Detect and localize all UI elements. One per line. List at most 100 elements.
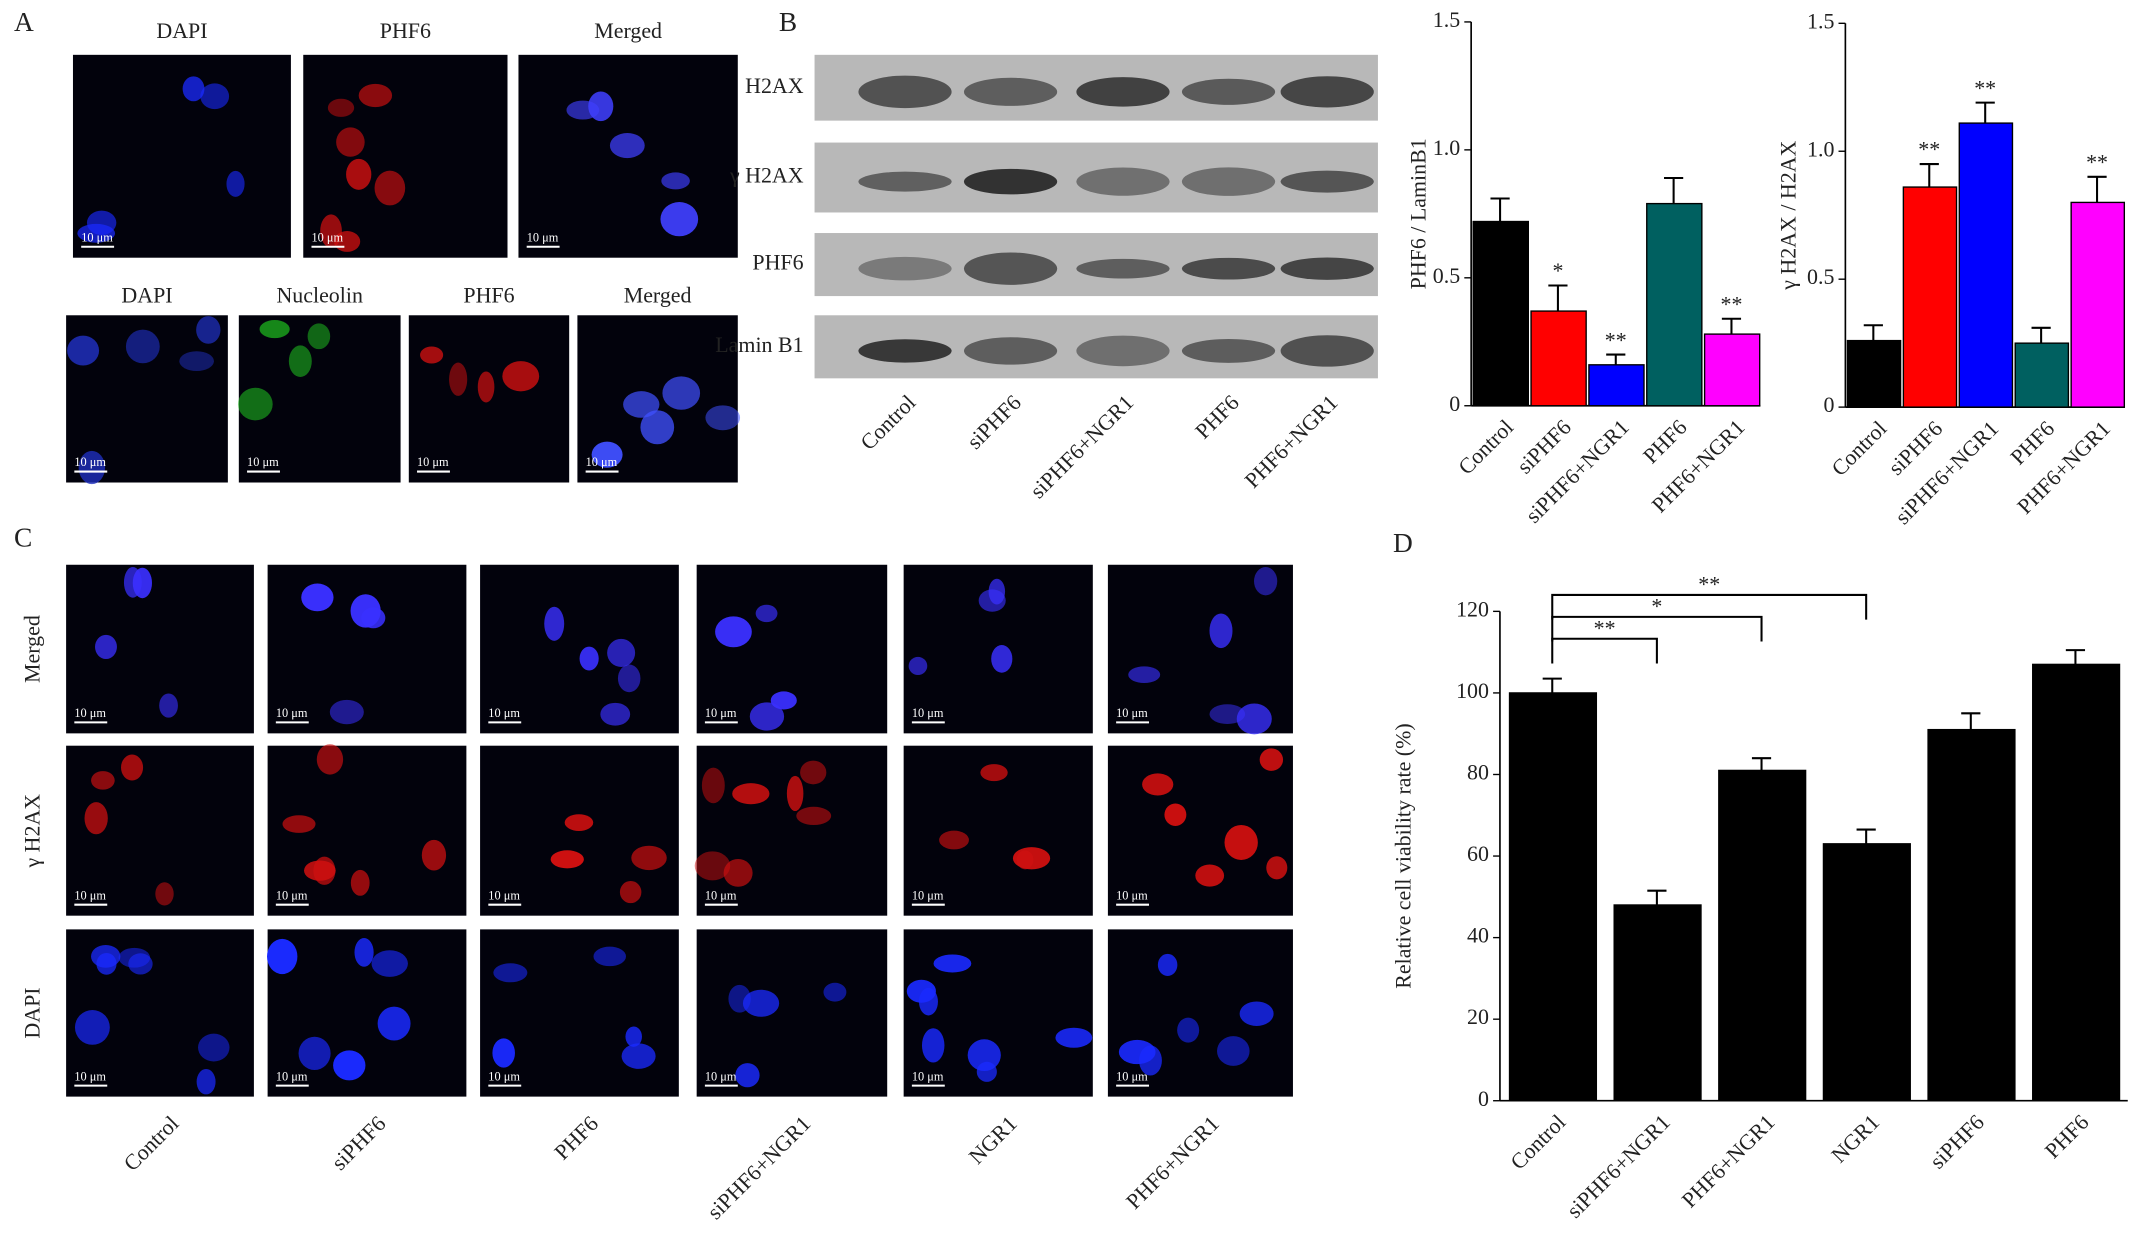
bar (1530, 310, 1587, 407)
y-tick-label: 0.5 (1807, 264, 1834, 289)
y-tick-label: 120 (1456, 596, 1489, 621)
row-label: γ H2AX (20, 794, 45, 869)
bar (1846, 339, 1902, 408)
error-bar (1542, 677, 1562, 693)
cell-nucleus (198, 1033, 230, 1062)
y-tick-label: 1.5 (1433, 7, 1460, 32)
error-bar (2065, 649, 2086, 665)
cell-nucleus (1055, 1027, 1093, 1048)
cell-nucleus (320, 214, 342, 248)
scale-bar-label: 10 μm (74, 888, 106, 902)
cell-nucleus (591, 441, 623, 468)
x-tick-label: siPHF6+NGR1 (1562, 1109, 1675, 1222)
cell-nucleus (1016, 850, 1034, 870)
cell-nucleus (354, 938, 374, 967)
y-tick-label: 1.5 (1807, 8, 1834, 33)
significance-label: ** (1605, 327, 1627, 352)
cell-nucleus (1157, 953, 1178, 976)
cell-nucleus (588, 91, 614, 122)
blot-band (963, 168, 1058, 195)
y-tick-label: 0 (1449, 391, 1460, 416)
cell-nucleus (732, 783, 770, 805)
scale-bar-label: 10 μm (705, 888, 737, 902)
blot-row-label: γ H2AX (729, 163, 804, 188)
error-bar (1751, 757, 1772, 771)
scale-bar-label: 10 μm (912, 1069, 944, 1083)
cell-nucleus (350, 594, 381, 628)
cell-nucleus (1209, 613, 1233, 649)
cell-nucleus (600, 702, 631, 726)
cell-nucleus (755, 604, 778, 623)
cell-nucleus (301, 583, 334, 612)
blot-band (1280, 170, 1374, 193)
error-bar (1721, 317, 1742, 335)
blot-lane-label: siPHF6 (962, 390, 1026, 454)
blot-row-label: Lamin B1 (715, 332, 803, 357)
error-bar (2031, 326, 2051, 344)
cell-nucleus (728, 984, 751, 1013)
error-bar (1975, 101, 1995, 124)
y-tick-label: 40 (1467, 923, 1489, 948)
cell-nucleus (742, 989, 780, 1017)
cell-nucleus (329, 699, 364, 725)
row-label: DAPI (20, 987, 45, 1038)
cell-nucleus (1254, 567, 1278, 596)
panel-letter: A (14, 7, 34, 37)
scale-bar-label: 10 μm (488, 1069, 520, 1083)
scale-bar-label: 10 μm (912, 888, 944, 902)
bar (2070, 201, 2126, 408)
image-label: PHF6 (463, 282, 514, 307)
bar (1703, 333, 1761, 407)
cell-nucleus (78, 450, 106, 485)
blot-band (1076, 77, 1170, 107)
blot-band (963, 252, 1058, 285)
cell-nucleus (502, 361, 540, 392)
error-bar (1961, 712, 1981, 730)
bar (2032, 663, 2121, 1102)
cell-nucleus (358, 83, 393, 108)
comparison-bracket (1551, 593, 1868, 620)
cell-nucleus (939, 830, 969, 850)
cell-nucleus (660, 202, 699, 237)
error-bar (1863, 324, 1883, 341)
x-tick-label: Control (1826, 416, 1891, 481)
error-bar (1548, 284, 1568, 312)
cell-nucleus (307, 323, 331, 350)
micrograph (267, 564, 467, 734)
cell-nucleus (1239, 1001, 1274, 1026)
y-tick-label: 0 (1478, 1086, 1489, 1111)
x-tick-label: PHF6 (2040, 1109, 2094, 1163)
micrograph (696, 929, 888, 1097)
micrograph (903, 929, 1093, 1097)
cell-nucleus (564, 814, 594, 831)
error-bar (2087, 175, 2107, 203)
cell-nucleus (1236, 703, 1272, 735)
scale-bar-label: 10 μm (586, 455, 618, 469)
column-label: siPHF6 (326, 1111, 390, 1175)
cell-nucleus (336, 127, 365, 157)
panel-letter: D (1393, 528, 1413, 558)
y-axis-label: PHF6 / LaminB1 (1405, 138, 1430, 289)
blot-lane-label: Control (855, 390, 920, 455)
column-label: Control (118, 1111, 183, 1176)
scale-bar-label: 10 μm (1116, 706, 1148, 720)
cell-nucleus (74, 1010, 110, 1045)
micrograph (480, 564, 679, 734)
x-tick-label: siPHF6 (1925, 1109, 1989, 1173)
scale-bar-label: 10 μm (74, 1069, 106, 1083)
y-tick-label: 1.0 (1807, 136, 1834, 161)
bar (1902, 186, 1958, 408)
x-tick-label: Control (1505, 1109, 1570, 1174)
scale-bar-label: 10 μm (488, 888, 520, 902)
micrograph (696, 745, 888, 916)
image-label: PHF6 (380, 18, 431, 43)
cell-nucleus (316, 744, 344, 775)
blot-band (858, 75, 952, 109)
scale-bar-label: 10 μm (417, 455, 449, 469)
panel-letter: B (779, 7, 797, 37)
comparison-bracket (1551, 637, 1658, 664)
cell-nucleus (786, 775, 804, 812)
cell-nucleus (796, 806, 832, 826)
cell-nucleus (374, 170, 406, 206)
column-label: PHF6+NGR1 (1121, 1111, 1224, 1214)
